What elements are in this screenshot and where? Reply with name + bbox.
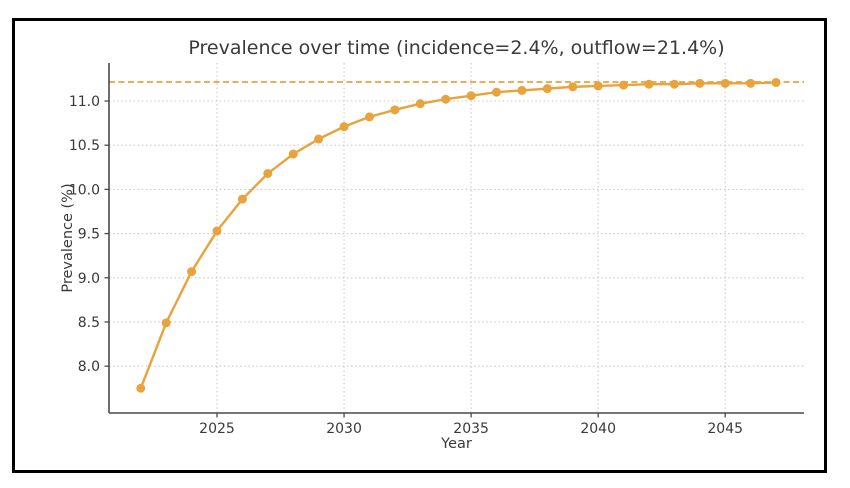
x-axis-label: Year xyxy=(441,436,472,452)
data-point xyxy=(263,168,273,178)
data-point xyxy=(441,94,451,104)
figure-border: Prevalence over time (incidence=2.4%, ou… xyxy=(12,18,827,473)
data-point xyxy=(288,149,298,159)
y-tick-label: 9.5 xyxy=(78,227,100,243)
data-point xyxy=(593,81,603,91)
y-tick-label: 10.0 xyxy=(69,182,100,198)
data-point xyxy=(695,78,705,88)
chart-title: Prevalence over time (incidence=2.4%, ou… xyxy=(188,37,725,59)
data-point xyxy=(212,226,222,236)
data-point xyxy=(492,87,502,97)
x-tick-label: 2045 xyxy=(707,421,743,437)
y-tick-label: 8.0 xyxy=(78,359,100,375)
data-point xyxy=(466,91,476,101)
x-tick-label: 2025 xyxy=(199,421,235,437)
data-point xyxy=(161,318,171,328)
data-point xyxy=(542,84,552,94)
data-point xyxy=(720,78,730,88)
data-point xyxy=(568,82,578,92)
prevalence-line xyxy=(139,81,778,390)
data-point xyxy=(415,99,425,109)
data-point xyxy=(669,79,679,89)
x-tick-label: 2030 xyxy=(326,421,362,437)
y-tick-label: 10.5 xyxy=(69,138,100,154)
data-point xyxy=(390,105,400,115)
data-point xyxy=(187,267,197,277)
data-point xyxy=(237,194,247,204)
data-point xyxy=(339,122,349,132)
data-point xyxy=(746,78,756,88)
x-tick-label: 2035 xyxy=(453,421,489,437)
plot-area: 2025 2030 2035 2040 2045 8.0 8.5 9.0 9.5 10.0 10.5… xyxy=(69,63,804,437)
data-point xyxy=(644,79,654,89)
data-point xyxy=(771,77,781,87)
y-tick-label: 9.0 xyxy=(78,271,100,287)
data-point xyxy=(619,80,629,90)
y-tick-label: 11.0 xyxy=(69,94,100,110)
data-point xyxy=(314,134,324,144)
data-point xyxy=(364,112,374,122)
data-point xyxy=(517,85,527,95)
x-tick-label: 2040 xyxy=(580,421,616,437)
data-point xyxy=(136,383,146,393)
y-tick-label: 8.5 xyxy=(78,315,100,331)
